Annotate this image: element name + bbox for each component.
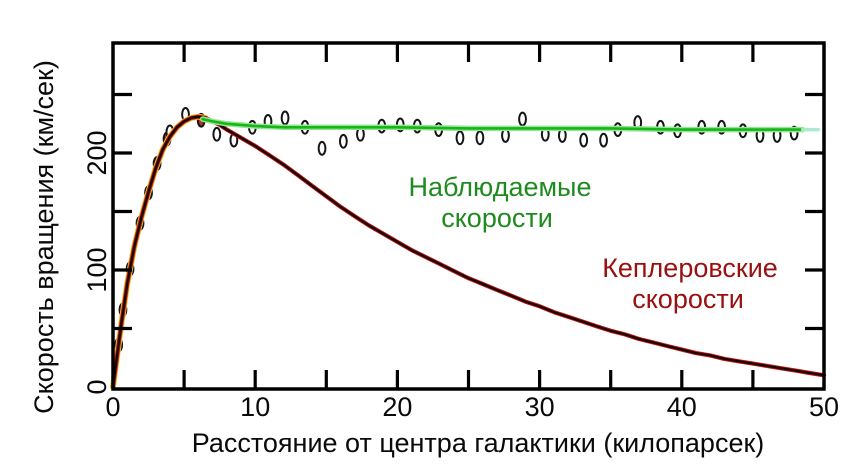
x-tick-label: 30 <box>525 392 555 422</box>
kepler-curve-red-edge <box>110 114 827 390</box>
x-tick-label: 40 <box>667 392 697 422</box>
y-tick-label: 0 <box>82 379 112 394</box>
x-axis-title: Расстояние от центра галактики (килопарс… <box>192 428 765 458</box>
data-point-marker <box>280 110 290 126</box>
data-point-marker <box>212 126 222 142</box>
x-tick-label: 20 <box>382 392 412 422</box>
y-tick-label: 100 <box>82 247 112 292</box>
observed-curve <box>201 117 805 131</box>
data-point-marker <box>338 133 348 149</box>
x-tick-label: 0 <box>105 392 120 422</box>
data-point-marker <box>599 132 608 148</box>
data-point-marker <box>518 111 527 127</box>
plot-box <box>111 41 826 391</box>
data-point-marker <box>475 130 485 146</box>
plot-area: 0 10 20 30 40 50 0 100 200 <box>82 41 839 422</box>
kepler-curve <box>111 115 826 389</box>
keplerian-velocities-label-line2: скорости <box>632 284 744 314</box>
data-point-marker <box>455 130 465 146</box>
y-axis-title: Скорость вращения (км/сек) <box>29 60 59 414</box>
y-tick-label: 200 <box>82 130 112 175</box>
x-tick-label: 50 <box>809 392 839 422</box>
keplerian-velocities-label-line1: Кеплеровские <box>602 253 778 283</box>
data-point-marker <box>579 132 589 148</box>
observed-velocities-label-line2: скорости <box>441 203 553 233</box>
observed-velocities-label-line1: Наблюдаемые <box>409 172 592 202</box>
x-tick-label: 10 <box>240 392 270 422</box>
data-point-marker <box>317 140 327 156</box>
